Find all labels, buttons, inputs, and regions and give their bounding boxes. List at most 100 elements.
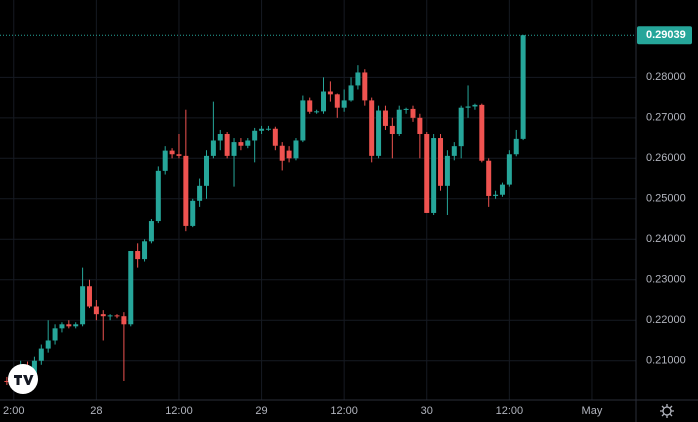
candle-body <box>238 142 244 146</box>
y-tick-label: 0.26000 <box>646 152 686 164</box>
candle-body <box>265 128 271 130</box>
candle-body <box>472 104 478 107</box>
y-tick-label: 0.24000 <box>646 233 686 245</box>
candle-body <box>162 150 168 171</box>
x-tick-label: 12:00 <box>165 405 193 417</box>
candle-body <box>38 348 44 361</box>
candle-body <box>382 110 388 126</box>
candle-body <box>417 117 423 135</box>
candle-body <box>369 100 375 156</box>
candle-body <box>148 221 154 242</box>
candle-body <box>424 134 430 213</box>
x-tick-label: 30 <box>421 405 433 417</box>
candle-body <box>348 85 354 101</box>
last-price-label: 0.29039 <box>646 29 686 41</box>
x-tick-label: 29 <box>255 405 267 417</box>
candle-body <box>486 160 492 196</box>
candle-body <box>107 315 113 317</box>
candle-body <box>245 140 251 146</box>
candle-body <box>493 194 499 196</box>
candle-body <box>86 286 92 307</box>
axes: 0.21000 0.22000 0.23000 0.24000 0.25000 0.260… <box>0 26 692 417</box>
candle-body <box>465 106 471 108</box>
candle-body <box>321 91 327 112</box>
candle-body <box>444 155 450 186</box>
candle-body <box>155 170 161 222</box>
candle-body <box>410 108 416 118</box>
candle-body <box>458 107 464 147</box>
candle-body <box>355 72 361 86</box>
candle-body <box>80 286 86 325</box>
candle-body <box>341 100 347 108</box>
candle-body <box>203 155 209 186</box>
candle-body <box>520 35 526 139</box>
candle-body <box>73 324 79 327</box>
y-tick-label: 0.25000 <box>646 193 686 205</box>
x-tick-label: 28 <box>90 405 102 417</box>
candle-body <box>121 316 127 325</box>
candle-body <box>314 111 320 113</box>
candle-body <box>217 134 223 141</box>
y-tick-label: 0.27000 <box>646 112 686 124</box>
candle-body <box>506 154 512 185</box>
logo-badge <box>8 364 38 394</box>
candle-body <box>307 100 313 112</box>
candle-body <box>142 241 148 260</box>
settings-icon[interactable] <box>660 404 674 418</box>
candle-body <box>59 324 65 329</box>
candle-body <box>128 251 134 325</box>
candle-body <box>252 130 258 141</box>
candle-body <box>66 324 72 327</box>
candle-body <box>210 140 216 156</box>
x-tick-label: 2:00 <box>3 405 24 417</box>
candle-body <box>135 251 141 260</box>
candle-body <box>438 138 444 186</box>
last-price-badge <box>637 26 692 45</box>
candle-body <box>286 150 292 159</box>
x-tick-label: May <box>582 405 603 417</box>
candle-body <box>197 185 203 201</box>
candle-body <box>499 184 505 195</box>
candle-body <box>376 110 382 156</box>
candle-body <box>100 314 106 317</box>
candles <box>4 34 526 388</box>
candle-body <box>169 150 175 155</box>
gear-ring <box>662 406 672 416</box>
candle-body <box>183 155 189 226</box>
candle-body <box>451 146 457 156</box>
candle-body <box>176 154 182 156</box>
candle-body <box>231 142 237 156</box>
candle-body <box>334 94 340 108</box>
y-tick-label: 0.22000 <box>646 314 686 326</box>
candle-body <box>272 128 278 146</box>
x-tick-label: 12:00 <box>496 405 524 417</box>
candle-body <box>403 108 409 110</box>
candle-body <box>259 128 265 131</box>
candle-body <box>431 138 437 213</box>
candle-body <box>389 125 395 135</box>
candle-body <box>513 138 519 155</box>
candle-body <box>45 340 51 349</box>
candle-body <box>293 140 299 159</box>
candle-body <box>362 72 368 101</box>
candle-body <box>114 315 120 317</box>
candle-body <box>190 200 196 226</box>
y-tick-label: 0.21000 <box>646 355 686 367</box>
y-tick-label: 0.28000 <box>646 71 686 83</box>
candle-body <box>396 109 402 135</box>
candle-body <box>31 360 37 377</box>
candle-body <box>93 306 99 315</box>
candle-body <box>279 145 285 161</box>
logo[interactable] <box>8 364 38 394</box>
x-tick-label: 12:00 <box>330 405 358 417</box>
y-tick-label: 0.23000 <box>646 274 686 286</box>
candle-body <box>52 328 58 341</box>
candle-body <box>224 134 230 156</box>
candle-body <box>4 380 10 382</box>
candle-body <box>327 91 333 95</box>
candle-body <box>300 100 306 141</box>
logo-mark <box>14 375 34 385</box>
